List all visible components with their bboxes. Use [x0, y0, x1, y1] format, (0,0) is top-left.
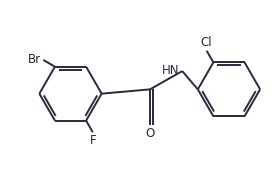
Text: Br: Br	[28, 53, 41, 66]
Text: Cl: Cl	[201, 36, 212, 49]
Text: HN: HN	[162, 63, 180, 77]
Text: O: O	[145, 127, 155, 140]
Text: F: F	[90, 134, 96, 147]
